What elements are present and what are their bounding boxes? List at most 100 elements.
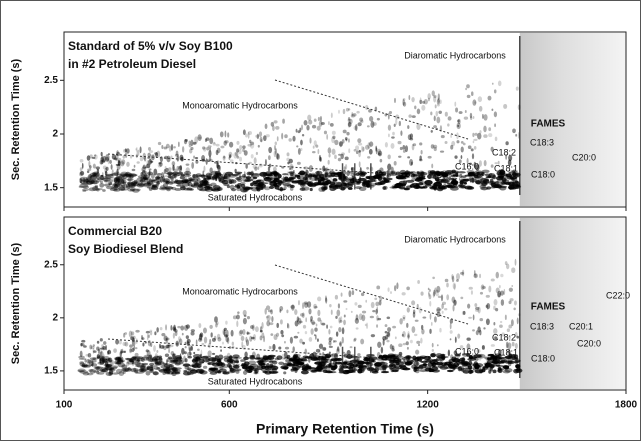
spot	[231, 341, 235, 346]
spot	[250, 173, 260, 178]
spot	[236, 314, 240, 320]
spot	[168, 356, 173, 360]
spot	[276, 355, 283, 360]
spot	[391, 136, 395, 139]
spot	[130, 368, 139, 373]
spot	[433, 181, 443, 187]
spot	[100, 157, 104, 162]
spot	[96, 168, 100, 174]
spot	[180, 186, 186, 191]
spot	[511, 170, 516, 173]
spot	[444, 307, 448, 311]
spot	[405, 355, 412, 358]
spot	[92, 344, 95, 347]
spot	[300, 370, 309, 375]
spot	[298, 320, 303, 324]
spot	[84, 359, 87, 363]
spot	[109, 367, 114, 371]
spot	[184, 345, 187, 349]
spot	[358, 368, 365, 374]
spot	[149, 329, 153, 332]
spot	[96, 355, 105, 359]
spot	[235, 358, 239, 364]
spot	[195, 339, 198, 345]
spot	[421, 328, 425, 335]
spot	[354, 302, 358, 306]
spot	[162, 345, 165, 349]
spot	[89, 174, 98, 180]
spot	[144, 166, 147, 169]
spot	[296, 161, 301, 165]
spot	[102, 360, 107, 364]
spot	[411, 364, 417, 370]
spot	[355, 186, 362, 189]
spot	[216, 147, 221, 154]
spot	[136, 359, 140, 362]
spot	[105, 153, 110, 161]
spot	[205, 137, 210, 141]
x-axis-label: Primary Retention Time (s)	[256, 421, 434, 437]
spot	[515, 86, 519, 91]
spot	[441, 303, 444, 309]
spot	[127, 182, 135, 187]
spot	[433, 316, 437, 323]
spot	[439, 99, 442, 105]
spot	[362, 146, 365, 152]
spot	[247, 143, 252, 147]
spot	[473, 146, 477, 150]
spot	[258, 131, 263, 137]
spot	[127, 177, 132, 182]
spot	[517, 313, 521, 317]
spot	[179, 175, 185, 180]
spot	[412, 143, 417, 147]
spot	[487, 357, 492, 361]
spot	[436, 344, 439, 347]
spot	[434, 104, 437, 109]
spot	[100, 351, 102, 357]
spot	[275, 148, 277, 155]
spot	[348, 108, 351, 111]
spot	[436, 103, 440, 107]
spot	[416, 123, 421, 130]
spot	[225, 334, 229, 337]
spot	[494, 336, 497, 340]
spot	[451, 275, 455, 283]
spot	[459, 173, 463, 179]
spot	[207, 350, 212, 357]
spot	[104, 365, 113, 371]
spot	[294, 174, 301, 178]
spot	[203, 336, 208, 344]
spot	[511, 341, 515, 347]
spot	[263, 335, 265, 343]
spot	[190, 331, 195, 336]
spot	[409, 159, 414, 166]
spot	[92, 173, 101, 178]
spot	[99, 347, 105, 350]
spot	[353, 148, 357, 152]
spot	[123, 332, 126, 338]
spot	[102, 346, 106, 350]
spot	[468, 316, 472, 319]
spot	[141, 362, 149, 366]
spot	[96, 366, 101, 372]
spot	[92, 348, 95, 354]
spot	[192, 174, 199, 179]
spot	[270, 121, 275, 127]
spot	[474, 357, 479, 361]
spot	[394, 97, 396, 104]
spot	[235, 356, 242, 359]
spot	[390, 170, 396, 175]
spot	[273, 150, 277, 158]
spot	[402, 101, 407, 107]
spot	[309, 356, 314, 359]
spot	[117, 176, 121, 184]
spot	[184, 358, 188, 363]
spot	[511, 267, 516, 274]
spot	[122, 175, 128, 179]
spot	[250, 182, 254, 187]
spot	[147, 334, 151, 339]
spot	[226, 358, 235, 362]
spot	[215, 149, 219, 156]
spot	[200, 356, 209, 359]
spot	[120, 359, 125, 363]
